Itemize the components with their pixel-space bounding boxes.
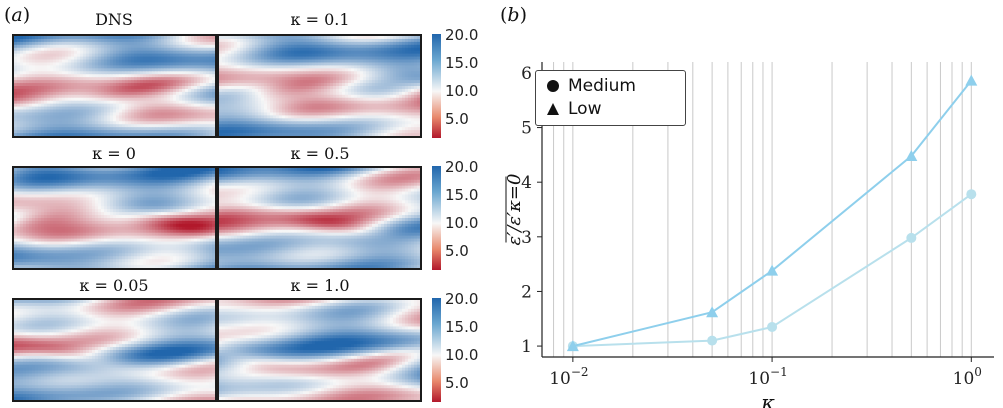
flow-field-kappa-0 bbox=[12, 166, 217, 270]
colorbar-tick: 10.0 bbox=[445, 214, 479, 232]
flow-field-dns bbox=[12, 34, 217, 138]
y-tick-label: 1 bbox=[521, 337, 532, 357]
panel-a-fields: DNS κ = 0.1 κ = 0 κ = 0.5 κ = 0.05 κ = 1… bbox=[0, 0, 478, 408]
panel-b-label: (b) bbox=[500, 4, 528, 26]
x-tick-label: 10−2 bbox=[549, 365, 588, 389]
colorbar-tick: 15.0 bbox=[445, 186, 479, 204]
y-tick-label: 2 bbox=[521, 282, 532, 302]
colorbar-tick: 20.0 bbox=[445, 290, 479, 308]
x-axis-label: κ bbox=[760, 391, 775, 408]
field-title-kappa-0-1: κ = 0.1 bbox=[290, 10, 350, 29]
triangle-marker-icon bbox=[547, 103, 559, 115]
colorbar-tick: 20.0 bbox=[445, 26, 479, 44]
data-point-medium bbox=[906, 232, 917, 243]
colorbar-tick: 10.0 bbox=[445, 346, 479, 364]
colorbar-tick: 5.0 bbox=[445, 374, 469, 392]
flow-field-kappa-0-05 bbox=[12, 298, 217, 402]
field-title-kappa-0-5: κ = 0.5 bbox=[290, 144, 350, 163]
panel-a-label: (a) bbox=[4, 4, 31, 26]
colorbar-tick: 5.0 bbox=[445, 242, 469, 260]
data-point-medium bbox=[767, 321, 778, 332]
series-layer bbox=[566, 74, 978, 352]
y-tick-label: 5 bbox=[521, 119, 532, 139]
field-title-kappa-0-05: κ = 0.05 bbox=[79, 276, 149, 295]
colorbar-row-1 bbox=[432, 34, 441, 138]
circle-marker-icon bbox=[547, 80, 559, 92]
data-point-medium bbox=[966, 189, 977, 200]
x-tick-label: 10−1 bbox=[748, 365, 787, 389]
legend-item-medium: Medium bbox=[546, 76, 636, 96]
colorbar-tick: 20.0 bbox=[445, 158, 479, 176]
legend-item-low: Low bbox=[546, 99, 601, 119]
legend-label-medium: Medium bbox=[568, 76, 636, 96]
flow-field-kappa-0-5 bbox=[217, 166, 422, 270]
flow-field-kappa-1-0 bbox=[217, 298, 422, 402]
legend-label-low: Low bbox=[568, 99, 602, 119]
colorbar-tick: 10.0 bbox=[445, 82, 479, 100]
colorbar-tick: 5.0 bbox=[445, 110, 469, 128]
data-point-low bbox=[766, 264, 779, 276]
field-title-kappa-0: κ = 0 bbox=[92, 144, 136, 163]
data-point-low bbox=[566, 340, 579, 352]
colorbar-row-3 bbox=[432, 298, 441, 402]
data-point-low bbox=[905, 149, 918, 161]
y-tick-label: 3 bbox=[521, 228, 532, 248]
chart-legend: Medium Low bbox=[535, 70, 686, 126]
colorbar-tick: 15.0 bbox=[445, 54, 479, 72]
y-tick-label: 6 bbox=[521, 64, 532, 84]
field-title-dns: DNS bbox=[95, 10, 133, 29]
colorbar-row-2 bbox=[432, 166, 441, 270]
y-axis-label: ε′/ε′κ=0 bbox=[504, 174, 525, 246]
colorbar-tick: 15.0 bbox=[445, 318, 479, 336]
data-point-low bbox=[965, 74, 978, 86]
field-title-kappa-1-0: κ = 1.0 bbox=[290, 276, 350, 295]
data-point-low bbox=[706, 306, 719, 318]
y-tick-label: 4 bbox=[521, 173, 532, 193]
x-tick-label: 100 bbox=[953, 365, 982, 389]
flow-field-kappa-0-1 bbox=[217, 34, 422, 138]
data-point-medium bbox=[707, 335, 718, 346]
